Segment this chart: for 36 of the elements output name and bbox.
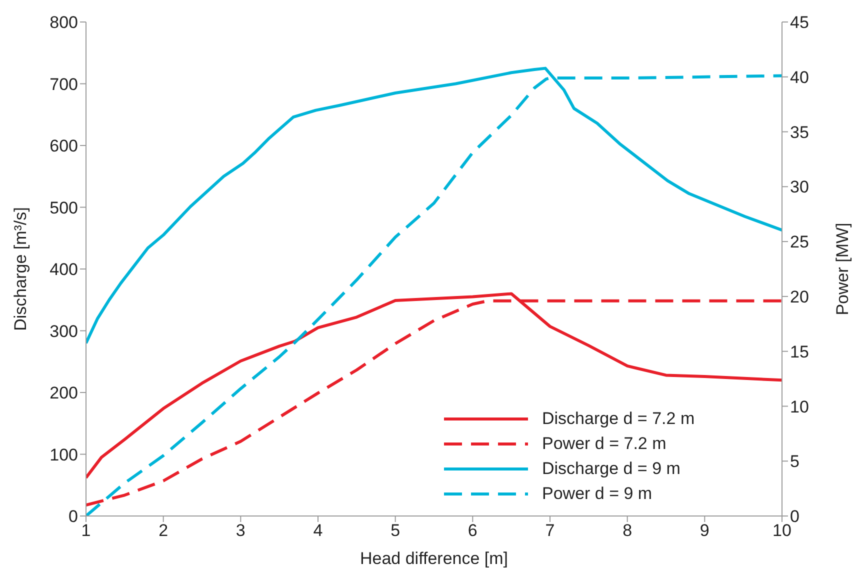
x-axis-title: Head difference [m] [360, 549, 508, 568]
y2-tick-label: 45 [790, 13, 809, 32]
legend-label: Power d = 7.2 m [542, 434, 666, 454]
y2-tick-label: 25 [790, 232, 809, 252]
y2-tick-label: 5 [790, 452, 800, 472]
y-tick-label: 100 [50, 445, 78, 464]
y-tick-label: 400 [50, 260, 78, 280]
y2-tick-label: 30 [790, 178, 809, 197]
x-tick-label: 10 [772, 521, 792, 540]
x-tick-label: 8 [622, 521, 632, 540]
y2-axis-title: Power [MW] [833, 222, 852, 316]
x-tick-label: 2 [158, 521, 168, 540]
x-tick-label: 5 [390, 521, 400, 540]
y2-tick-label: 10 [790, 397, 809, 416]
y2-tick-label: 15 [790, 342, 809, 362]
y-tick-label: 700 [50, 74, 78, 94]
y2-tick-label: 40 [790, 68, 809, 87]
y-tick-label: 0 [68, 507, 78, 526]
y2-tick-label: 0 [790, 507, 800, 526]
x-tick-label: 1 [81, 521, 91, 540]
y-tick-label: 200 [50, 384, 78, 403]
x-tick-label: 3 [236, 521, 246, 540]
x-tick-label: 6 [468, 521, 478, 540]
x-tick-label: 7 [545, 521, 555, 540]
y-axis-title: Discharge [m³/s] [11, 207, 30, 331]
legend-label: Power d = 9 m [542, 484, 652, 504]
legend-label: Discharge d = 9 m [542, 458, 680, 478]
legend-label: Discharge d = 7.2 m [542, 408, 695, 428]
y2-tick-label: 20 [790, 287, 809, 306]
y-tick-label: 300 [50, 322, 78, 341]
x-tick-label: 9 [700, 521, 710, 540]
y-tick-label: 600 [50, 136, 78, 156]
y-tick-label: 500 [50, 198, 78, 218]
x-tick-label: 4 [313, 521, 323, 540]
y-tick-label: 800 [50, 13, 78, 32]
y2-tick-label: 35 [790, 122, 809, 142]
